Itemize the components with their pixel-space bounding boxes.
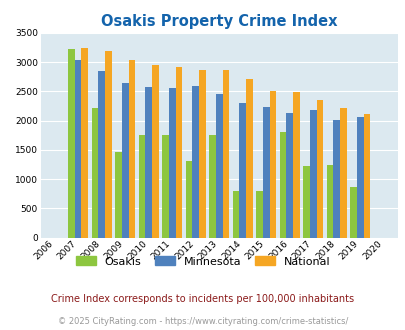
Bar	[105, 50, 111, 238]
Bar	[269, 91, 275, 238]
Bar	[215, 94, 222, 238]
Bar	[139, 135, 145, 238]
Bar	[245, 79, 252, 238]
Bar	[316, 100, 322, 238]
Bar	[122, 83, 128, 238]
Bar	[279, 132, 286, 238]
Legend: Osakis, Minnesota, National: Osakis, Minnesota, National	[76, 256, 329, 267]
Text: Crime Index corresponds to incidents per 100,000 inhabitants: Crime Index corresponds to incidents per…	[51, 294, 354, 304]
Bar	[326, 165, 333, 238]
Bar	[232, 191, 239, 238]
Bar	[151, 65, 158, 238]
Bar	[262, 107, 269, 238]
Bar	[81, 48, 88, 238]
Bar	[339, 109, 346, 238]
Bar	[168, 88, 175, 238]
Bar	[98, 71, 105, 238]
Bar	[362, 114, 369, 238]
Bar	[309, 110, 316, 238]
Bar	[145, 87, 151, 238]
Bar	[198, 70, 205, 238]
Bar	[128, 60, 135, 238]
Bar	[92, 108, 98, 238]
Bar	[239, 103, 245, 238]
Bar	[222, 70, 228, 238]
Bar	[75, 60, 81, 238]
Bar	[286, 113, 292, 238]
Bar	[115, 152, 122, 238]
Bar	[192, 86, 198, 238]
Bar	[333, 120, 339, 238]
Bar	[350, 187, 356, 238]
Title: Osakis Property Crime Index: Osakis Property Crime Index	[101, 14, 337, 29]
Bar	[185, 161, 192, 238]
Bar	[209, 135, 215, 238]
Bar	[175, 68, 182, 238]
Bar	[303, 166, 309, 238]
Bar	[68, 49, 75, 238]
Text: © 2025 CityRating.com - https://www.cityrating.com/crime-statistics/: © 2025 CityRating.com - https://www.city…	[58, 317, 347, 326]
Bar	[162, 135, 168, 238]
Bar	[356, 117, 362, 238]
Bar	[292, 92, 299, 238]
Bar	[256, 191, 262, 238]
